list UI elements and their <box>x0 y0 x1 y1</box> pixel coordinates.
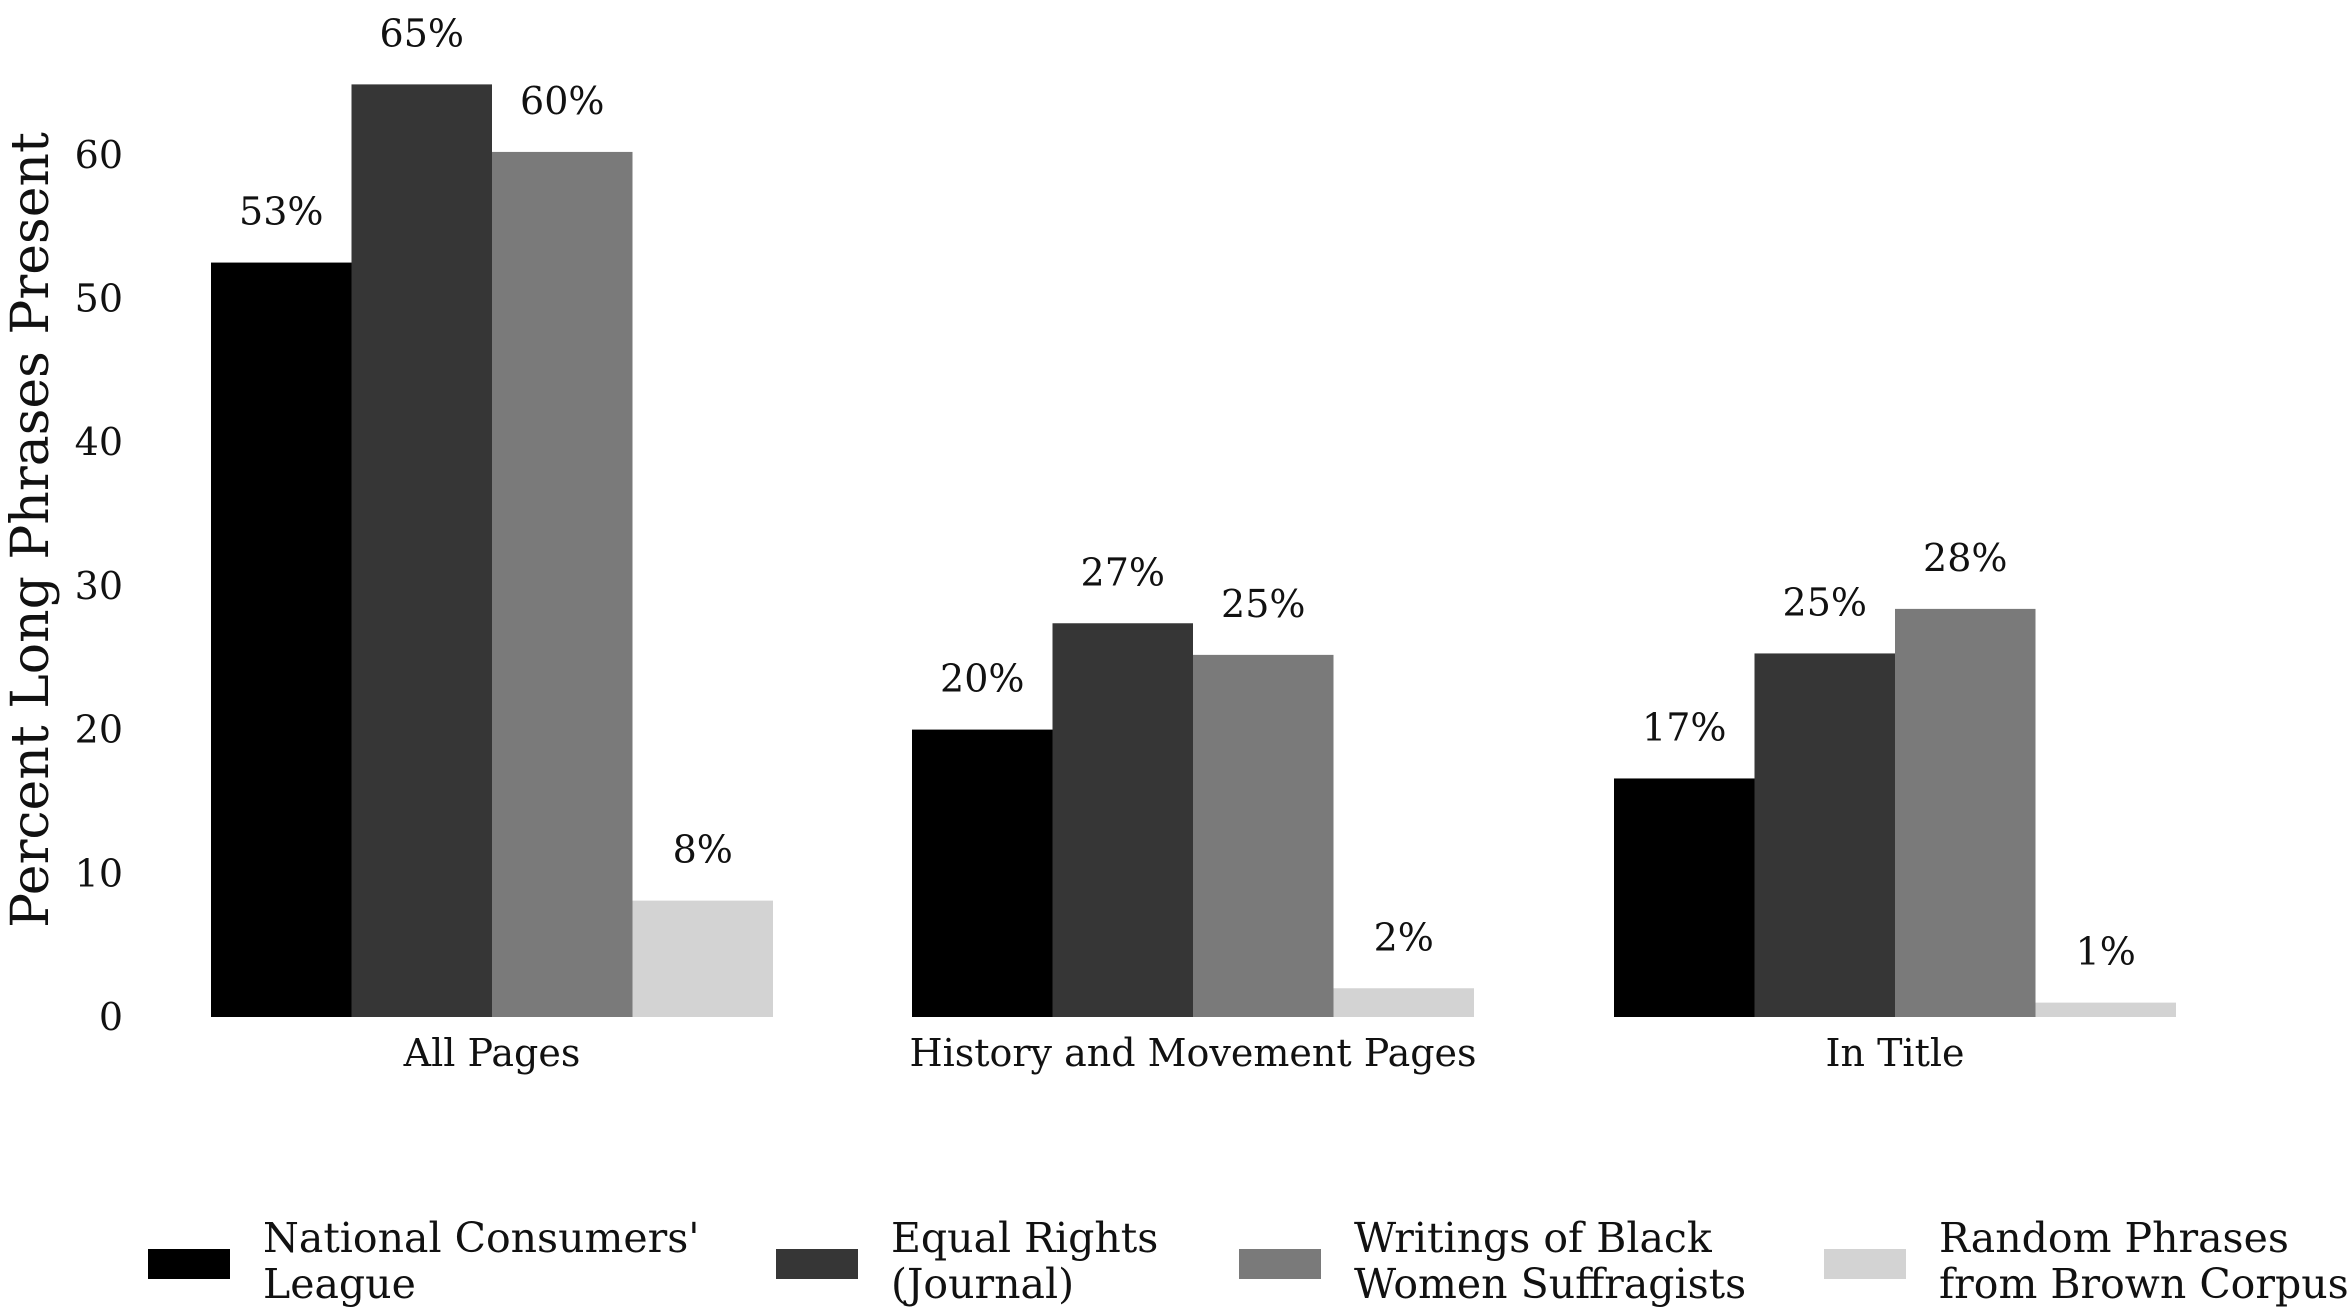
x-tick-label: All Pages <box>403 1031 581 1075</box>
y-axis-label: Percent Long Phrases Present <box>1 132 61 928</box>
legend-item: National Consumers'League <box>148 1214 700 1308</box>
bar <box>1193 655 1334 1017</box>
y-tick-label: 20 <box>75 708 123 752</box>
legend-swatch <box>1239 1249 1321 1279</box>
bar-value-label: 1% <box>2076 930 2136 974</box>
bar <box>211 263 352 1017</box>
bar <box>1895 609 2036 1017</box>
legend-label: from Brown Corpus <box>1939 1260 2349 1308</box>
legend-label: League <box>263 1260 416 1308</box>
bar-value-label: 2% <box>1374 915 1434 959</box>
legend: National Consumers'League Equal Rights(Jo… <box>148 1214 2349 1308</box>
bar-value-label: 25% <box>1221 582 1305 626</box>
bars-group <box>211 84 2176 1017</box>
legend-label: Equal Rights <box>891 1214 1158 1262</box>
y-axis-ticks: 0 10 20 30 40 50 60 <box>75 133 123 1039</box>
bar-value-label: 20% <box>940 657 1024 701</box>
bar-value-label: 28% <box>1923 536 2007 580</box>
bar <box>1614 778 1755 1017</box>
bar-value-label: 8% <box>673 828 733 872</box>
x-tick-label: History and Movement Pages <box>909 1031 1476 1075</box>
bar-value-label: 25% <box>1783 580 1867 624</box>
bar <box>1334 988 1475 1017</box>
bar-value-label: 53% <box>239 190 323 234</box>
y-tick-label: 30 <box>75 564 123 608</box>
bar <box>633 901 774 1017</box>
x-tick-label: In Title <box>1826 1031 1965 1075</box>
bar <box>2036 1003 2177 1017</box>
legend-swatch <box>1824 1249 1906 1279</box>
bar <box>1755 653 1896 1017</box>
y-tick-label: 10 <box>75 851 123 895</box>
legend-label: National Consumers' <box>263 1214 700 1262</box>
bar <box>352 84 493 1017</box>
legend-label: Writings of Black <box>1354 1214 1713 1262</box>
x-axis-ticks: All Pages History and Movement Pages In Ti… <box>403 1031 1965 1075</box>
legend-item: Equal Rights(Journal) <box>776 1214 1158 1308</box>
y-tick-label: 60 <box>75 133 123 177</box>
y-tick-label: 50 <box>75 277 123 321</box>
legend-swatch <box>776 1249 858 1279</box>
bar <box>492 152 633 1017</box>
legend-label: (Journal) <box>891 1260 1074 1308</box>
y-tick-label: 0 <box>99 995 123 1039</box>
bar-value-label: 60% <box>520 79 604 123</box>
bar <box>1053 623 1194 1017</box>
legend-label: Women Suffragists <box>1354 1260 1746 1308</box>
legend-swatch <box>148 1249 230 1279</box>
bar-value-label: 65% <box>380 11 464 55</box>
bar <box>912 730 1053 1017</box>
bar-value-label: 17% <box>1642 705 1726 749</box>
bar-value-label: 27% <box>1081 550 1165 594</box>
y-tick-label: 40 <box>75 420 123 464</box>
legend-label: Random Phrases <box>1939 1214 2289 1262</box>
